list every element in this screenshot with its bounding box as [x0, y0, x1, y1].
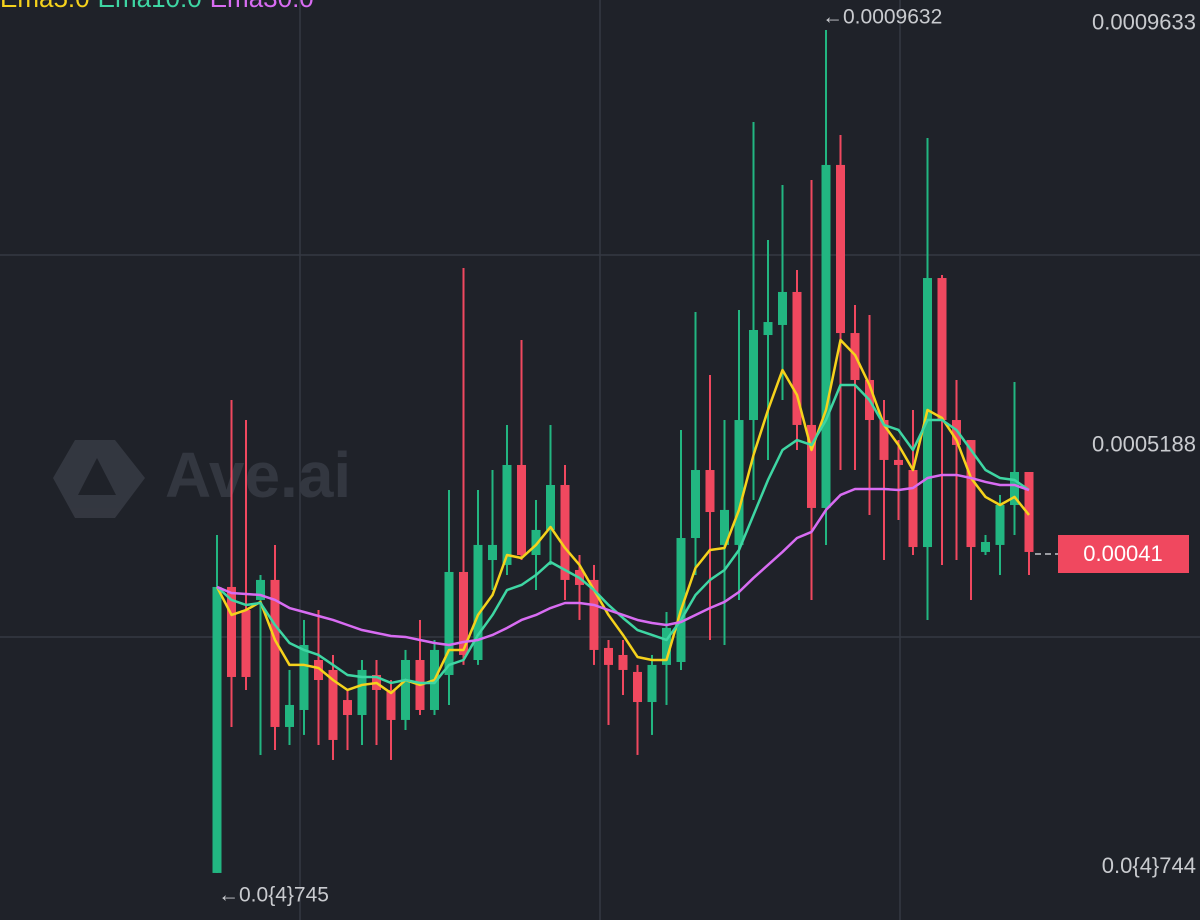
candle-body — [792, 291, 802, 425]
candle-body — [618, 654, 628, 670]
candle-body — [444, 571, 454, 675]
low-annotation: ←0.0{4}745 — [218, 884, 329, 907]
candle-body — [560, 484, 570, 580]
candle-body — [1010, 471, 1019, 506]
candle-body — [879, 420, 889, 460]
candle-body — [589, 579, 599, 650]
candle-body — [546, 484, 555, 530]
candle-body — [734, 420, 744, 545]
candle-body — [473, 544, 483, 661]
candle-body — [647, 664, 657, 703]
candle-body — [502, 464, 512, 565]
candle-body — [401, 660, 410, 720]
last-price-label: 0.00041 — [1083, 541, 1163, 566]
candle-body — [1024, 471, 1034, 552]
ema-line — [215, 338, 1030, 695]
watermark: Ave.ai — [53, 439, 351, 518]
candle-body — [778, 291, 787, 325]
candle-body — [212, 586, 222, 873]
candle-body — [821, 164, 831, 508]
plot — [212, 29, 1034, 873]
candle-body — [328, 669, 338, 740]
candle-body — [531, 529, 541, 555]
candle-body — [749, 330, 758, 421]
candle-body — [633, 671, 642, 703]
candle-body — [299, 645, 309, 710]
watermark-logo-mark — [78, 458, 116, 495]
candle-body — [604, 647, 613, 665]
last-price-box — [1058, 535, 1189, 573]
candle-body — [227, 586, 236, 677]
y-tick-label: 0.0005188 — [1092, 431, 1196, 456]
candle-body — [386, 689, 396, 720]
ema-line — [216, 473, 1030, 647]
candle-body — [357, 669, 367, 716]
candle-body — [488, 544, 497, 561]
candle-body — [343, 700, 352, 716]
candle-body — [937, 278, 947, 421]
candle-body — [517, 464, 526, 555]
candle-body — [995, 505, 1005, 545]
candle-body — [836, 164, 845, 334]
watermark-text: Ave.ai — [165, 439, 351, 511]
candle-body — [459, 571, 468, 655]
legend-entry: Ema10:0 — [98, 0, 202, 13]
ema-line — [216, 383, 1030, 685]
candle-body — [894, 459, 903, 465]
candle-body — [807, 424, 816, 508]
candle-body — [981, 542, 990, 552]
candle-body — [662, 627, 671, 665]
y-tick-label: 0.0009633 — [1092, 10, 1196, 35]
candle-body — [952, 420, 961, 445]
candle-body — [720, 509, 729, 545]
candle-body — [691, 470, 700, 539]
candle-body — [241, 610, 251, 677]
candle-body — [285, 704, 294, 727]
legend-entry: Ema5:0 — [0, 0, 90, 13]
candle-body — [314, 660, 323, 681]
candle-body — [966, 440, 976, 548]
candle-body — [676, 538, 686, 662]
candle-body — [908, 470, 918, 548]
candle-body — [270, 579, 280, 727]
y-tick-label: 0.0{4}744 — [1102, 853, 1196, 878]
candle-body — [256, 579, 265, 600]
legend-entry: Ema30:0 — [210, 0, 314, 13]
candle-body — [763, 322, 773, 336]
candle-body — [705, 470, 715, 513]
high-annotation: ←0.0009632 — [822, 6, 942, 29]
